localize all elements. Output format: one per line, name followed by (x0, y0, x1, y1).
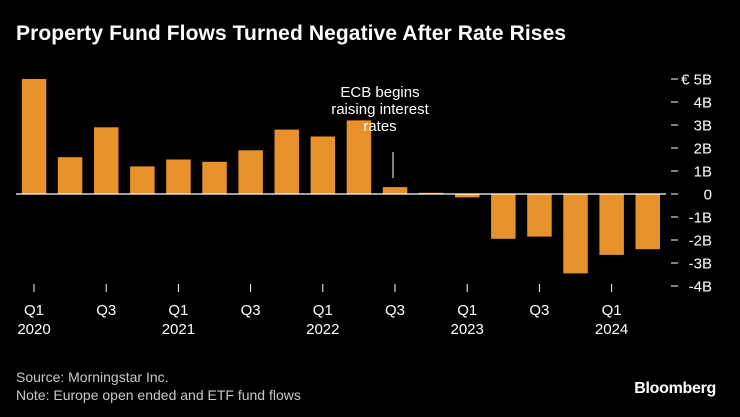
bar-q4-2021 (274, 129, 299, 194)
y-tick-label: -4B (689, 279, 712, 296)
bar-q2-2024 (635, 194, 660, 250)
bar-q2-2023 (491, 194, 516, 239)
bar-q4-2023 (563, 194, 588, 274)
x-tick-label-quarter: Q1 (602, 302, 622, 319)
y-tick-label: 4B (694, 95, 712, 112)
annotation-line: rates (363, 118, 396, 135)
x-tick-label-year: 2020 (17, 321, 50, 338)
bar-q2-2020 (57, 157, 83, 194)
x-tick-label-quarter: Q3 (96, 302, 116, 319)
bar-q1-2023 (455, 194, 480, 198)
bloomberg-logo: Bloomberg (634, 380, 716, 397)
x-tick-label-quarter: Q3 (529, 302, 549, 319)
x-tick-label-year: 2024 (595, 321, 628, 338)
bar-q3-2023 (527, 194, 552, 237)
bar-q1-2021 (166, 159, 191, 194)
y-tick-label: 0 (704, 187, 712, 204)
y-tick-label: € 5B (681, 72, 712, 89)
x-tick-label-quarter: Q1 (313, 302, 333, 319)
annotation-line: ECB begins (340, 84, 419, 101)
annotation-line: raising interest (331, 101, 429, 118)
y-axis: € 5B 4B 3B 2B 1B 0 -1B -2B -3B -4B (671, 72, 712, 296)
footnote: Note: Europe open ended and ETF fund flo… (16, 387, 301, 403)
bar-q3-2022 (382, 187, 408, 194)
annotation: ECB begins raising interest rates (331, 84, 430, 178)
bar-q3-2021 (238, 150, 263, 194)
bar-q1-2022 (310, 136, 336, 194)
y-tick-label: 2B (694, 141, 712, 158)
bar-q1-2020 (21, 79, 47, 194)
x-tick-label-year: 2022 (306, 321, 339, 338)
bar-series (21, 79, 660, 274)
source-note: Source: Morningstar Inc. (16, 369, 169, 385)
y-tick-label: 3B (694, 118, 712, 135)
y-tick-label: -2B (689, 233, 712, 250)
chart-area: € 5B 4B 3B 2B 1B 0 -1B -2B -3B -4B Q1 2020 Q3 Q1 2021… (16, 72, 712, 338)
chart-title: Property Fund Flows Turned Negative Afte… (16, 22, 567, 45)
x-tick-label-quarter: Q3 (385, 302, 405, 319)
x-tick-label-quarter: Q1 (457, 302, 477, 319)
x-tick-label-year: 2021 (162, 321, 195, 338)
y-tick-label: -1B (689, 210, 712, 227)
bar-q4-2020 (130, 166, 155, 194)
bar-q2-2022 (346, 120, 372, 194)
x-tick-label-quarter: Q1 (24, 302, 44, 319)
bar-q3-2020 (94, 127, 119, 194)
bar-q1-2024 (599, 194, 624, 255)
annotation-text: ECB begins raising interest rates (331, 84, 429, 135)
x-axis: Q1 2020 Q3 Q1 2021 Q3 Q1 2022 Q3 Q1 2023 Q3 Q1 2024 (17, 284, 628, 338)
x-tick-label-quarter: Q3 (241, 302, 261, 319)
x-tick-label-quarter: Q1 (168, 302, 188, 319)
x-tick-label-year: 2023 (451, 321, 484, 338)
bar-q2-2021 (202, 161, 227, 194)
y-tick-label: -3B (689, 256, 712, 273)
y-tick-label: 1B (694, 164, 712, 181)
